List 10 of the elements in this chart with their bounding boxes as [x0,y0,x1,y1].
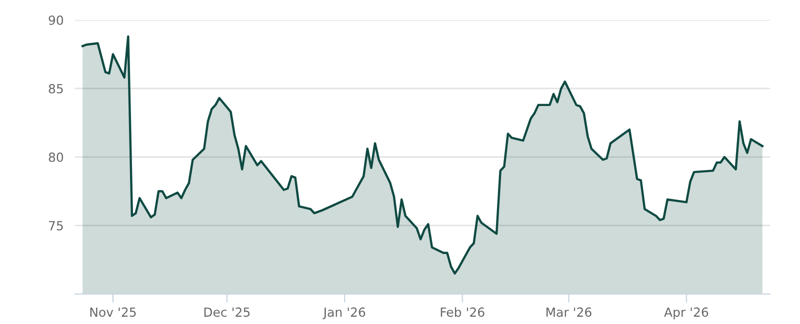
x-tick-label: Apr '26 [664,307,708,320]
x-tick-label: Dec '25 [204,307,250,317]
y-tick-label: 90 [48,15,64,25]
x-tick-label: Nov '25 [90,307,136,317]
x-tick-label: Jan '26 [322,307,366,320]
x-tick-label: Mar '26 [546,307,592,317]
y-tick-label: 80 [48,152,64,162]
x-tick-label: Feb '26 [440,307,484,317]
y-tick-label: 75 [49,221,63,230]
y-tick-label: 85 [48,84,63,94]
